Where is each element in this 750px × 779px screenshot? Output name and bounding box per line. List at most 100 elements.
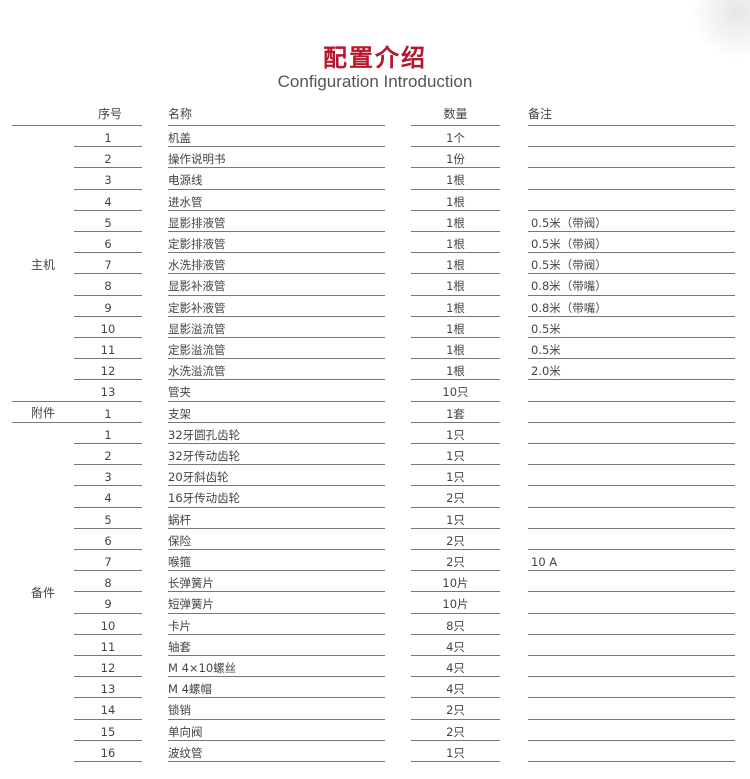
row-qty: 2只 — [411, 698, 500, 720]
row-qty: 1根 — [411, 317, 500, 338]
row-qty: 1根 — [411, 168, 500, 190]
row-name: 波纹管 — [168, 741, 385, 762]
row-name: 定影补液管 — [168, 296, 385, 317]
row-qty: 1套 — [411, 402, 500, 423]
row-seq: 12 — [74, 359, 142, 381]
row-note — [528, 380, 735, 402]
row-seq: 3 — [74, 465, 142, 487]
row-seq: 4 — [74, 486, 142, 508]
row-note: 0.8米（带嘴） — [528, 274, 735, 296]
row-qty: 1根 — [411, 211, 500, 232]
row-qty: 1根 — [411, 359, 500, 381]
row-name: 水洗溢流管 — [168, 359, 385, 381]
row-name: 轴套 — [168, 635, 385, 656]
row-name: 定影排液管 — [168, 232, 385, 254]
row-note: 0.5米（带阀） — [528, 232, 735, 254]
row-qty: 1只 — [411, 444, 500, 466]
row-seq: 3 — [74, 168, 142, 190]
row-seq: 2 — [74, 444, 142, 466]
row-seq: 1 — [74, 423, 142, 444]
row-qty: 1个 — [411, 126, 500, 148]
row-name: 显影排液管 — [168, 211, 385, 232]
row-seq: 7 — [74, 253, 142, 275]
row-qty: 1根 — [411, 274, 500, 296]
row-name: 锁销 — [168, 698, 385, 720]
row-seq: 11 — [74, 338, 142, 360]
row-seq: 9 — [74, 592, 142, 614]
group-label: 附件 — [30, 406, 55, 421]
row-qty: 10只 — [411, 380, 500, 402]
row-note — [528, 465, 735, 487]
row-name: 单向阀 — [168, 720, 385, 741]
row-note — [528, 677, 735, 699]
header-note: 备注 — [528, 105, 735, 126]
row-name: 机盖 — [168, 126, 385, 148]
row-name: 蜗杆 — [168, 508, 385, 529]
row-qty: 4只 — [411, 656, 500, 678]
row-note — [528, 508, 735, 529]
row-qty: 2只 — [411, 720, 500, 741]
row-note — [528, 741, 735, 762]
row-qty: 2只 — [411, 529, 500, 550]
row-note: 10 A — [528, 550, 735, 572]
row-name: 电源线 — [168, 168, 385, 190]
row-qty: 1根 — [411, 296, 500, 317]
group-label: 备件 — [30, 586, 55, 601]
row-name: 显影溢流管 — [168, 317, 385, 338]
row-qty: 1只 — [411, 465, 500, 487]
row-seq: 6 — [74, 232, 142, 254]
decorative-map-graphic — [690, 0, 750, 60]
row-name: 支架 — [168, 402, 385, 423]
row-seq: 8 — [74, 274, 142, 296]
row-qty: 10片 — [411, 592, 500, 614]
row-seq: 13 — [74, 380, 142, 402]
row-name: 短弹簧片 — [168, 592, 385, 614]
row-qty: 8只 — [411, 614, 500, 635]
header-name: 名称 — [168, 105, 385, 126]
row-name: 水洗排液管 — [168, 253, 385, 275]
row-note: 2.0米 — [528, 359, 735, 381]
row-name: 长弹簧片 — [168, 571, 385, 593]
row-name: 16牙传动齿轮 — [168, 486, 385, 508]
row-name: 管夹 — [168, 380, 385, 402]
row-seq: 10 — [74, 614, 142, 635]
row-note: 0.5米（带阀） — [528, 253, 735, 275]
row-note — [528, 635, 735, 656]
row-note — [528, 720, 735, 741]
row-seq: 12 — [74, 656, 142, 678]
row-note — [528, 698, 735, 720]
row-name: 喉箍 — [168, 550, 385, 572]
row-note — [528, 402, 735, 423]
row-seq: 10 — [74, 317, 142, 338]
row-qty: 1根 — [411, 190, 500, 211]
row-note: 0.5米 — [528, 317, 735, 338]
row-seq: 7 — [74, 550, 142, 572]
row-qty: 1只 — [411, 508, 500, 529]
row-name: 操作说明书 — [168, 147, 385, 169]
row-qty: 1份 — [411, 147, 500, 169]
row-seq: 8 — [74, 571, 142, 593]
row-qty: 1根 — [411, 338, 500, 360]
row-name: 32牙传动齿轮 — [168, 444, 385, 466]
row-qty: 4只 — [411, 635, 500, 656]
row-seq: 1 — [74, 402, 142, 423]
row-seq: 16 — [74, 741, 142, 762]
row-name: 保险 — [168, 529, 385, 550]
row-note — [528, 571, 735, 593]
row-name: 显影补液管 — [168, 274, 385, 296]
row-note — [528, 126, 735, 148]
row-seq: 14 — [74, 698, 142, 720]
row-qty: 2只 — [411, 550, 500, 572]
row-qty: 1只 — [411, 741, 500, 762]
row-seq: 1 — [74, 126, 142, 148]
row-seq: 9 — [74, 296, 142, 317]
group-divider — [12, 421, 142, 423]
row-seq: 5 — [74, 211, 142, 232]
row-note: 0.5米（带阀） — [528, 211, 735, 232]
row-seq: 5 — [74, 508, 142, 529]
page-subtitle: Configuration Introduction — [277, 72, 473, 91]
page-title: 配置介绍 — [323, 44, 427, 72]
row-note — [528, 656, 735, 678]
row-qty: 10片 — [411, 571, 500, 593]
row-qty: 1根 — [411, 232, 500, 254]
